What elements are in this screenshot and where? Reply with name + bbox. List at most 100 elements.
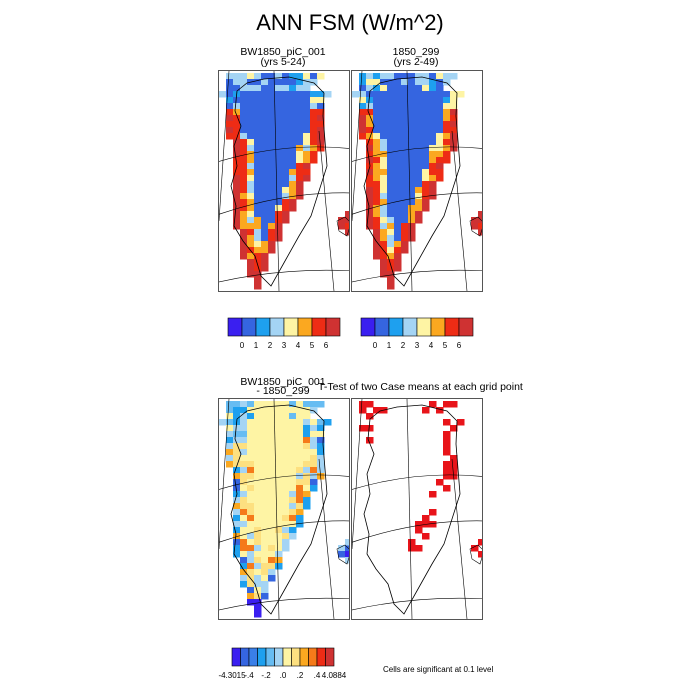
grid-cell <box>303 127 311 134</box>
grid-cell <box>408 223 416 230</box>
grid-cell <box>408 545 416 552</box>
grid-cell <box>394 85 402 92</box>
grid-cell <box>366 151 374 158</box>
grid-cell <box>310 73 318 80</box>
grid-cell <box>268 503 276 510</box>
grid-cell <box>233 413 241 420</box>
grid-cell <box>233 545 241 552</box>
grid-cell <box>226 413 234 420</box>
grid-cell <box>408 109 416 116</box>
grid-cell <box>366 211 374 218</box>
grid-cell <box>289 533 297 540</box>
grid-cell <box>261 551 269 558</box>
grid-cell <box>303 103 311 110</box>
grid-cell <box>261 73 269 80</box>
grid-cell <box>282 407 290 414</box>
latitude-line <box>219 269 349 283</box>
grid-cell <box>289 413 297 420</box>
grid-cell <box>282 175 290 182</box>
grid-cell <box>261 533 269 540</box>
grid-cell <box>387 121 395 128</box>
grid-cell <box>261 575 269 582</box>
grid-cell <box>317 467 325 474</box>
grid-cell <box>261 503 269 510</box>
grid-cell <box>275 455 283 462</box>
coastline-island <box>336 544 349 565</box>
grid-cell <box>296 515 304 522</box>
colorbar-box <box>444 317 460 337</box>
grid-cell <box>387 109 395 116</box>
grid-cell <box>268 491 276 498</box>
grid-cell <box>366 175 374 182</box>
grid-cell <box>268 211 276 218</box>
grid-cell <box>282 419 290 426</box>
grid-cell <box>380 259 388 266</box>
grid-cell <box>296 479 304 486</box>
grid-cell <box>401 133 409 140</box>
grid-cell <box>450 127 458 134</box>
colorbar-tick-label: 4 <box>296 341 301 350</box>
grid-cell <box>422 175 430 182</box>
grid-cell <box>394 91 402 98</box>
grid-cell <box>373 139 381 146</box>
grid-cell <box>310 139 318 146</box>
grid-cell <box>310 115 318 122</box>
grid-cell <box>380 73 388 80</box>
grid-cell <box>254 265 262 272</box>
grid-cell <box>387 265 395 272</box>
grid-cell <box>268 479 276 486</box>
grid-cell <box>380 187 388 194</box>
grid-cell <box>240 193 248 200</box>
grid-cell <box>289 205 297 212</box>
grid-cell <box>233 467 241 474</box>
grid-cell <box>394 229 402 236</box>
grid-cell <box>261 473 269 480</box>
grid-cell <box>254 121 262 128</box>
grid-cell <box>289 425 297 432</box>
grid-cell <box>373 133 381 140</box>
grid-cell <box>443 127 451 134</box>
grid-cell <box>275 515 283 522</box>
grid-cell <box>380 151 388 158</box>
grid-cell <box>429 115 437 122</box>
grid-cell <box>254 437 262 444</box>
grid-cell <box>254 473 262 480</box>
grid-cell <box>247 461 255 468</box>
grid-cell <box>415 175 423 182</box>
grid-cell <box>268 223 276 230</box>
grid-cell <box>254 127 262 134</box>
grid-cell <box>415 115 423 122</box>
grid-cell <box>240 575 248 582</box>
grid-cell <box>317 121 325 128</box>
grid-cell <box>240 545 248 552</box>
grid-cell <box>261 145 269 152</box>
grid-cell <box>317 431 325 438</box>
grid-cell <box>282 503 290 510</box>
grid-cell <box>233 103 241 110</box>
grid-cell <box>254 557 262 564</box>
grid-cell <box>422 187 430 194</box>
grid-cell <box>401 103 409 110</box>
grid-cell <box>408 193 416 200</box>
coastline <box>363 76 461 287</box>
grid-cell <box>254 599 262 606</box>
grid-cell <box>373 193 381 200</box>
grid-cell <box>282 103 290 110</box>
grid-cell <box>268 473 276 480</box>
grid-cell <box>268 425 276 432</box>
colorbar-tick-label: 6 <box>457 341 462 350</box>
grid-cell <box>268 449 276 456</box>
grid-cell <box>275 157 283 164</box>
grid-cell <box>387 157 395 164</box>
grid-cell <box>240 79 248 86</box>
grid-cell <box>240 187 248 194</box>
grid-cell <box>240 539 248 546</box>
grid-cell <box>450 425 458 432</box>
grid-cell <box>429 127 437 134</box>
grid-cell <box>254 581 262 588</box>
grid-cell <box>254 85 262 92</box>
grid-cell <box>296 443 304 450</box>
grid-cell <box>254 229 262 236</box>
grid-cell <box>296 491 304 498</box>
grid-cell <box>233 455 241 462</box>
